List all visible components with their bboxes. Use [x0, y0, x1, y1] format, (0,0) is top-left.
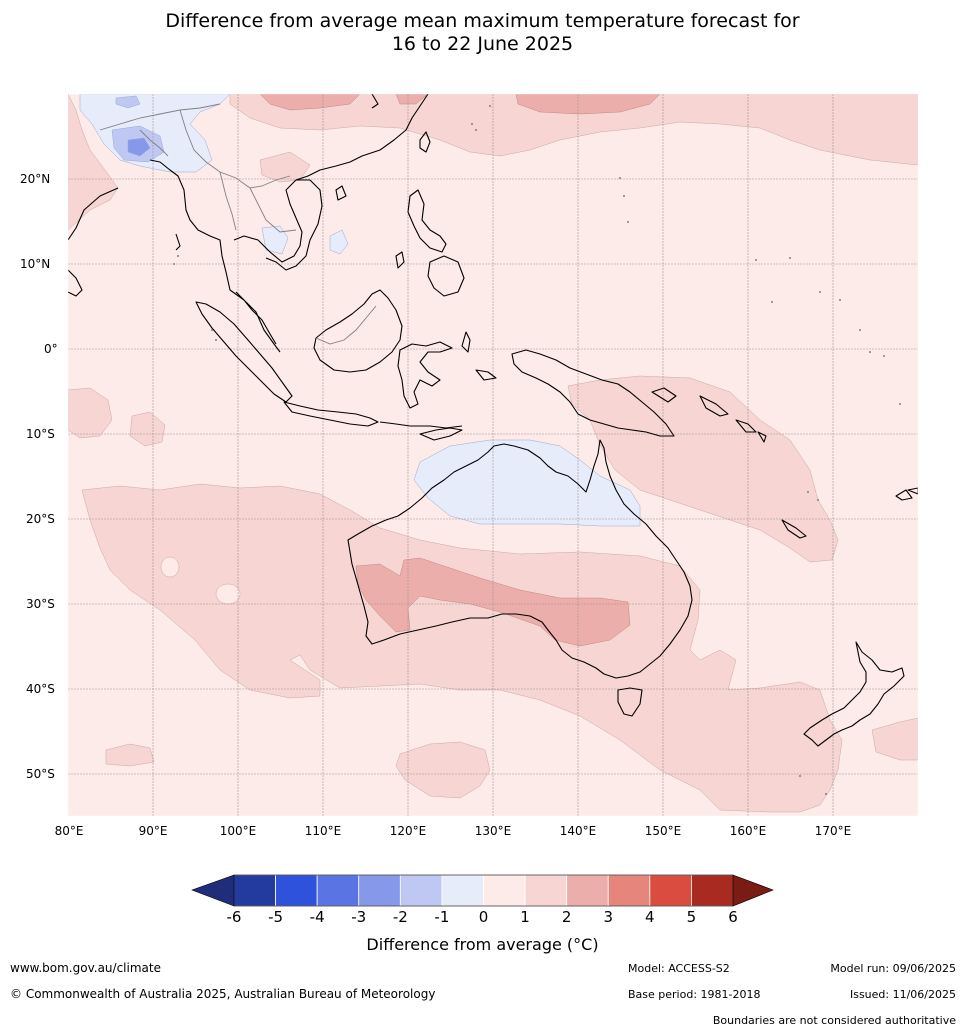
colorbar-swatch	[399, 874, 443, 907]
lat-label-0: 0°	[44, 342, 58, 356]
colorbar-swatch	[275, 874, 318, 907]
colorbar-tick-label: 2	[561, 908, 572, 926]
lat-label-20n: 20°N	[20, 172, 51, 186]
colorbar-tick-label: -5	[268, 908, 284, 926]
lon-label-110e: 110°E	[304, 824, 342, 838]
lon-label-90e: 90°E	[138, 824, 168, 838]
anomaly-1-2-regions	[68, 94, 918, 813]
colorbar-swatch	[691, 874, 734, 907]
lat-label-40s: 40°S	[26, 682, 55, 696]
map-title: Difference from average mean maximum tem…	[0, 10, 965, 56]
lon-label-160e: 160°E	[729, 824, 767, 838]
lat-label-50s: 50°S	[26, 767, 55, 781]
graticule	[68, 94, 918, 816]
colorbar-tick-label: 0	[478, 908, 489, 926]
colorbar-swatch	[607, 874, 651, 907]
coastlines	[68, 94, 918, 747]
lon-label-100e: 100°E	[219, 824, 257, 838]
footer-model: Model: ACCESS-S2	[628, 962, 730, 975]
country-borders	[99, 103, 377, 345]
lon-label-130e: 130°E	[474, 824, 512, 838]
colorbar-swatches	[233, 874, 734, 907]
small-islands	[173, 105, 901, 795]
colorbar-over-arrow	[732, 874, 774, 907]
footer-disclaimer: Boundaries are not considered authoritat…	[712, 1014, 956, 1027]
colorbar-swatch	[524, 874, 568, 907]
colorbar-swatch	[441, 874, 484, 907]
lon-label-150e: 150°E	[644, 824, 682, 838]
colorbar-swatch	[358, 874, 401, 907]
title-line-2: 16 to 22 June 2025	[391, 33, 574, 55]
colorbar-tick-label: 1	[520, 908, 530, 926]
colorbar-tick-label: -2	[392, 908, 408, 926]
colorbar-swatch	[483, 874, 526, 907]
colorbar-tick-label: -6	[226, 908, 242, 926]
anomaly-0-1-pockets	[160, 556, 241, 605]
footer-model-run: Model run: 09/06/2025	[830, 962, 956, 975]
lon-label-140e: 140°E	[559, 824, 597, 838]
footer-copyright: © Commonwealth of Australia 2025, Austra…	[10, 987, 436, 1001]
lat-label-10s: 10°S	[26, 427, 55, 441]
footer-website[interactable]: www.bom.gov.au/climate	[10, 961, 161, 975]
lon-label-80e: 80°E	[54, 824, 84, 838]
colorbar-tick-label: 4	[645, 908, 655, 926]
colorbar-swatch	[316, 874, 360, 907]
colorbar-title: Difference from average (°C)	[366, 935, 599, 954]
colorbar-frame	[233, 874, 734, 907]
colorbar-tick-label: 6	[728, 908, 738, 926]
colorbar-tick-label: -4	[309, 908, 325, 926]
colorbar-swatch	[233, 874, 276, 907]
colorbar-swatch	[649, 874, 692, 907]
colorbar-swatch	[566, 874, 609, 907]
footer-issued: Issued: 11/06/2025	[849, 988, 956, 1001]
lon-label-120e: 120°E	[389, 824, 427, 838]
temperature-anomaly-map	[67, 93, 919, 817]
colorbar-tick-label: -1	[434, 908, 450, 926]
lon-label-170e: 170°E	[814, 824, 852, 838]
colorbar-tick-label: 5	[686, 908, 697, 926]
map-frame	[67, 93, 919, 817]
colorbar-tick-label: 3	[603, 908, 614, 926]
anomaly-negative-regions	[79, 94, 641, 527]
lat-label-30s: 30°S	[26, 597, 55, 611]
footer-base-period: Base period: 1981-2018	[628, 988, 761, 1001]
lat-label-20s: 20°S	[26, 512, 55, 526]
lat-label-10n: 10°N	[20, 257, 51, 271]
title-line-1: Difference from average mean maximum tem…	[165, 10, 800, 32]
colorbar-under-arrow	[191, 874, 235, 907]
colorbar-tick-label: -3	[351, 908, 367, 926]
